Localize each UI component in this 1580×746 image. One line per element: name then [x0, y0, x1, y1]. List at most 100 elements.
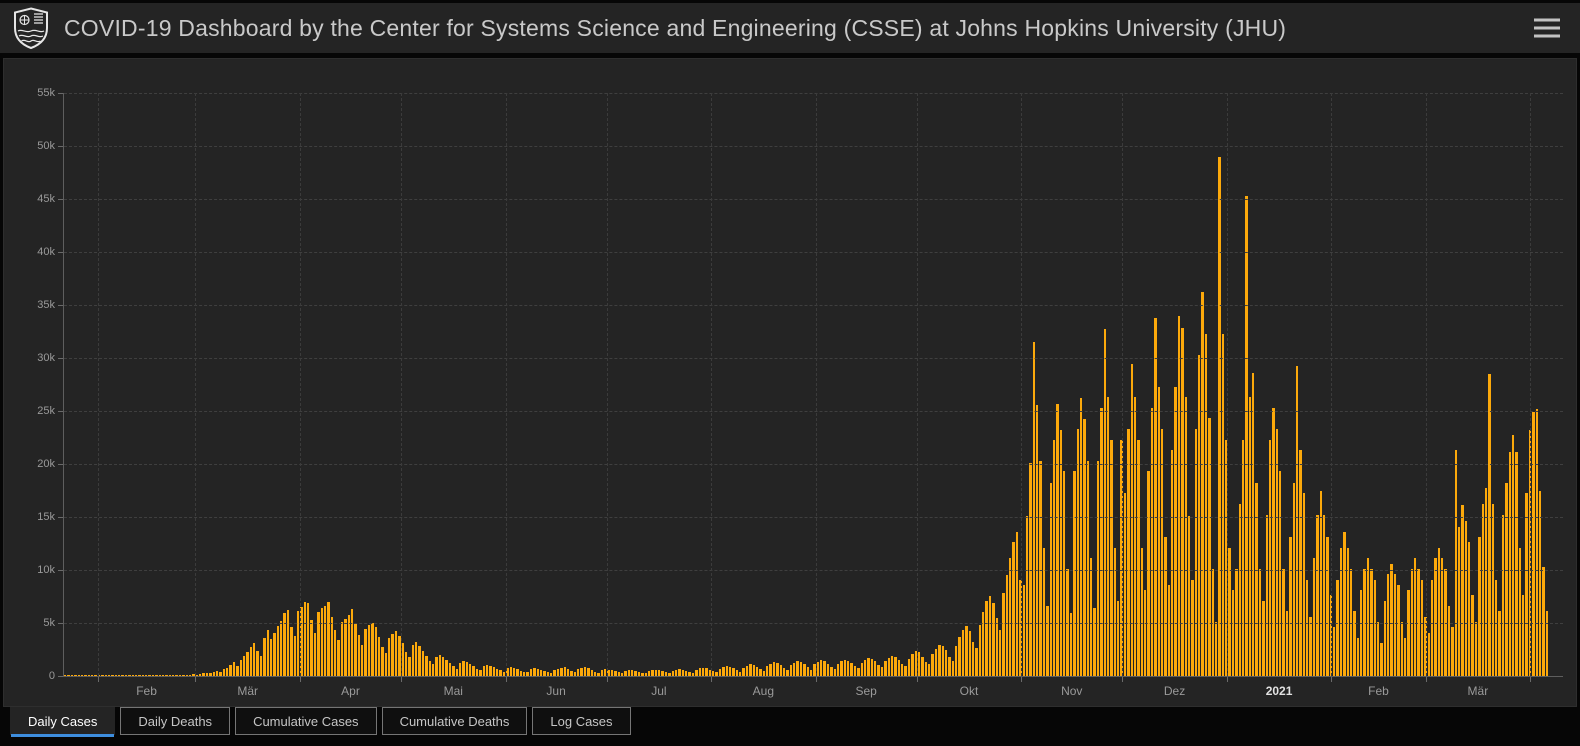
- daily-cases-bar[interactable]: [269, 638, 273, 676]
- daily-cases-bar[interactable]: [1194, 429, 1197, 676]
- daily-cases-bar[interactable]: [1484, 488, 1488, 676]
- daily-cases-bar[interactable]: [1434, 558, 1437, 676]
- daily-cases-bar[interactable]: [94, 675, 97, 676]
- daily-cases-bar[interactable]: [668, 672, 671, 676]
- daily-cases-bar[interactable]: [955, 646, 958, 676]
- daily-cases-bar[interactable]: [276, 626, 279, 676]
- daily-cases-bar[interactable]: [280, 620, 283, 676]
- daily-cases-bar[interactable]: [415, 642, 418, 676]
- daily-cases-bar[interactable]: [1191, 579, 1194, 676]
- daily-cases-bar[interactable]: [1154, 317, 1157, 676]
- daily-cases-bar[interactable]: [1157, 386, 1160, 676]
- daily-cases-bar[interactable]: [978, 624, 981, 676]
- daily-cases-bar[interactable]: [863, 659, 867, 676]
- daily-cases-bar[interactable]: [253, 643, 256, 676]
- daily-cases-bar[interactable]: [1478, 537, 1481, 676]
- daily-cases-bar[interactable]: [165, 675, 168, 676]
- daily-cases-bar[interactable]: [334, 630, 337, 676]
- daily-cases-bar[interactable]: [1447, 606, 1451, 676]
- daily-cases-bar[interactable]: [874, 660, 877, 676]
- daily-cases-bar[interactable]: [1457, 526, 1461, 676]
- daily-cases-bar[interactable]: [307, 602, 310, 676]
- daily-cases-bar[interactable]: [968, 631, 971, 676]
- daily-cases-bar[interactable]: [215, 670, 219, 676]
- daily-cases-bar[interactable]: [1167, 584, 1170, 676]
- daily-cases-bar[interactable]: [1036, 404, 1039, 676]
- daily-cases-bar[interactable]: [465, 662, 468, 676]
- daily-cases-bar[interactable]: [799, 662, 803, 676]
- daily-cases-bar[interactable]: [958, 637, 961, 676]
- daily-cases-bar[interactable]: [641, 672, 644, 676]
- daily-cases-bar[interactable]: [1231, 590, 1235, 676]
- daily-cases-bar[interactable]: [1100, 407, 1103, 676]
- daily-cases-bar[interactable]: [1454, 450, 1457, 676]
- daily-cases-bar[interactable]: [462, 661, 465, 676]
- daily-cases-bar[interactable]: [175, 675, 178, 676]
- daily-cases-bar[interactable]: [782, 667, 786, 676]
- daily-cases-bar[interactable]: [469, 664, 472, 676]
- daily-cases-bar[interactable]: [492, 667, 495, 676]
- daily-cases-bar[interactable]: [161, 675, 165, 676]
- daily-cases-bar[interactable]: [560, 668, 563, 676]
- daily-cases-bar[interactable]: [894, 656, 897, 676]
- daily-cases-bar[interactable]: [573, 672, 576, 676]
- daily-cases-bar[interactable]: [212, 671, 215, 676]
- daily-cases-bar[interactable]: [101, 675, 104, 676]
- daily-cases-bar[interactable]: [404, 651, 408, 676]
- tab-daily-deaths[interactable]: Daily Deaths: [120, 707, 231, 735]
- daily-cases-bar[interactable]: [1076, 429, 1079, 676]
- daily-cases-bar[interactable]: [357, 634, 360, 676]
- daily-cases-bar[interactable]: [610, 670, 614, 676]
- daily-cases-bar[interactable]: [786, 670, 789, 676]
- daily-cases-bar[interactable]: [1420, 579, 1424, 676]
- daily-cases-bar[interactable]: [70, 675, 74, 676]
- daily-cases-bar[interactable]: [361, 645, 364, 676]
- daily-cases-bar[interactable]: [1066, 568, 1069, 676]
- daily-cases-bar[interactable]: [853, 666, 857, 676]
- daily-cases-bar[interactable]: [1302, 492, 1305, 676]
- daily-cases-bar[interactable]: [705, 668, 708, 676]
- daily-cases-bar[interactable]: [1468, 542, 1471, 676]
- daily-cases-bar[interactable]: [803, 664, 806, 676]
- daily-cases-bar[interactable]: [1042, 547, 1046, 676]
- daily-cases-bar[interactable]: [1397, 584, 1400, 676]
- daily-cases-bar[interactable]: [661, 671, 664, 676]
- daily-cases-bar[interactable]: [1400, 621, 1403, 676]
- daily-cases-bar[interactable]: [1481, 504, 1484, 676]
- daily-cases-bar[interactable]: [701, 667, 705, 676]
- daily-cases-bar[interactable]: [1390, 563, 1393, 676]
- daily-cases-bar[interactable]: [1451, 627, 1454, 676]
- daily-cases-bar[interactable]: [1505, 483, 1508, 676]
- daily-cases-bar[interactable]: [155, 675, 158, 676]
- daily-cases-bar[interactable]: [793, 662, 796, 676]
- daily-cases-bar[interactable]: [1326, 537, 1329, 676]
- daily-cases-bar[interactable]: [1279, 471, 1282, 676]
- daily-cases-bar[interactable]: [74, 675, 77, 676]
- daily-cases-bar[interactable]: [1282, 568, 1285, 676]
- daily-cases-bar[interactable]: [860, 662, 863, 676]
- daily-cases-bar[interactable]: [222, 669, 225, 676]
- daily-cases-bar[interactable]: [114, 675, 117, 676]
- daily-cases-bar[interactable]: [1117, 600, 1120, 676]
- daily-cases-bar[interactable]: [1501, 514, 1505, 676]
- daily-cases-bar[interactable]: [1052, 439, 1056, 676]
- daily-cases-bar[interactable]: [323, 606, 327, 676]
- daily-cases-bar[interactable]: [371, 623, 374, 676]
- daily-cases-bar[interactable]: [755, 666, 759, 676]
- daily-cases-bar[interactable]: [887, 657, 890, 676]
- daily-cases-bar[interactable]: [1360, 590, 1363, 676]
- daily-cases-bar[interactable]: [512, 668, 516, 676]
- daily-cases-bar[interactable]: [124, 675, 128, 676]
- daily-cases-bar[interactable]: [708, 669, 711, 676]
- daily-cases-bar[interactable]: [539, 670, 543, 676]
- daily-cases-bar[interactable]: [1387, 574, 1390, 676]
- daily-cases-bar[interactable]: [769, 664, 772, 676]
- daily-cases-bar[interactable]: [914, 651, 917, 676]
- daily-cases-bar[interactable]: [188, 674, 192, 676]
- daily-cases-bar[interactable]: [901, 664, 904, 676]
- daily-cases-bar[interactable]: [1329, 595, 1332, 676]
- daily-cases-bar[interactable]: [749, 664, 752, 676]
- daily-cases-bar[interactable]: [1343, 531, 1346, 676]
- daily-cases-bar[interactable]: [1424, 616, 1427, 676]
- daily-cases-bar[interactable]: [391, 633, 394, 676]
